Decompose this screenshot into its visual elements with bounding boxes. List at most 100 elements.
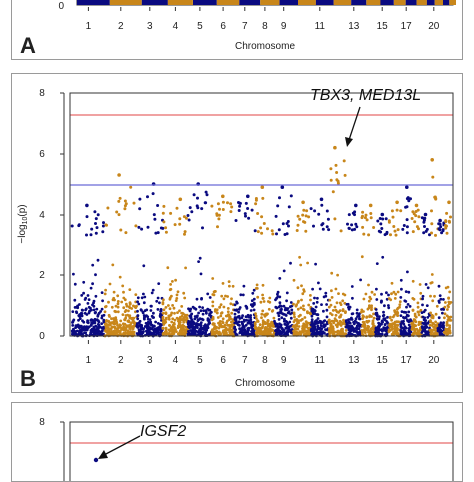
snp-point [121,284,125,288]
snp-point [312,302,316,305]
snp-point [203,201,207,205]
snp-point [312,224,315,228]
snp-point [178,217,182,221]
snp-point [174,278,178,282]
snp-point [73,306,77,309]
snp-point [327,305,331,309]
snp-point [233,327,236,330]
snp-point [194,307,198,311]
snp-point [83,331,86,335]
snp-point [320,303,323,306]
snp-point [446,304,450,307]
snp-point [261,321,265,324]
snp-point [440,308,443,311]
snp-point [429,294,432,298]
peak-point-chr-15 [380,212,385,217]
peak-point-chr-11 [319,197,324,202]
snp-point [94,294,98,298]
snp-point [196,319,200,323]
snp-point [179,330,182,334]
snp-point [94,222,97,225]
snp-point [329,303,333,307]
snp-point [399,329,403,332]
snp-point [100,314,104,318]
snp-point [394,292,398,296]
snp-point [70,224,74,228]
snp-point [81,308,84,312]
snp-point [139,308,143,311]
snp-point [435,304,439,308]
snp-point [292,329,295,333]
snp-point [390,281,394,285]
snp-point [179,318,183,322]
snp-point [281,222,285,226]
snp-point [337,292,340,295]
a-x-tick-label-8: 8 [262,21,268,32]
snp-point [101,299,104,303]
b-x-tick-label-9: 9 [281,355,287,366]
snp-point [413,330,416,334]
snp-point [370,290,374,294]
snp-point [256,212,260,215]
y-tick-label-b-0: 0 [39,331,45,342]
snp-point [330,313,334,317]
snp-point [194,324,198,328]
snp-point [355,308,359,312]
snp-point [253,229,257,233]
panel-a: 0 1 2 3 4 5 6 7 8 9 11 13 15 17 20 Chromosome A [11,0,463,60]
a-band-chr-15 [380,0,394,5]
snp-point [138,207,142,211]
snp-point [295,303,298,307]
a-x-tick-label-9: 9 [281,21,287,32]
snp-point [383,323,387,327]
snp-point [146,195,149,199]
a-band-chr-22 [449,0,456,5]
snp-point [278,325,281,328]
snp-point [417,313,421,317]
peak-point-chr-12 [333,145,337,150]
snp-point [401,227,405,231]
snp-point [312,312,315,316]
snp-point [303,220,307,224]
snp-point [449,301,453,304]
snp-point [415,327,419,331]
snp-point [315,300,319,304]
snp-point [123,207,127,211]
snp-point [136,300,139,304]
snp-point [392,314,396,317]
peak-point-chr-6 [221,194,225,199]
snp-point [145,323,149,327]
snp-point [93,317,97,321]
b-x-tick-label-5: 5 [197,355,203,366]
b-x-tick-label-8: 8 [262,355,268,366]
snp-point [317,327,321,331]
peak-point-chr-16 [395,200,399,205]
snp-point [388,329,391,332]
snp-point [400,310,404,313]
snp-point [282,330,285,333]
snp-point [102,221,105,225]
snp-point [407,199,411,203]
snp-point [249,316,253,320]
snp-point [364,292,368,296]
snp-point [442,298,445,301]
snp-point [362,297,366,301]
snp-point [215,212,219,216]
snp-point [365,327,369,330]
snp-point [296,286,300,290]
snp-point [95,226,99,230]
snp-point [210,204,214,208]
snp-point [92,330,95,334]
snp-point [439,332,442,336]
snp-point [164,317,168,321]
snp-point [413,319,416,322]
snp-point [333,330,336,334]
snp-point [281,327,284,331]
snp-point [90,318,93,321]
snp-point [309,298,312,302]
snp-point [162,323,166,326]
snp-point [72,272,75,276]
snp-point [241,322,245,326]
snp-point [94,217,98,221]
snp-point [322,309,325,313]
